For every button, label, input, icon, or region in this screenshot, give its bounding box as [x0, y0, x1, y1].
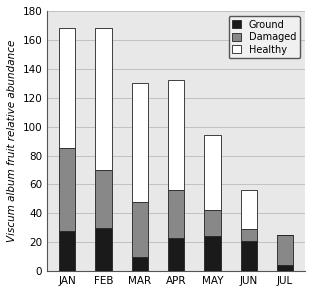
Y-axis label: Viscum album fruit relative abundance: Viscum album fruit relative abundance [7, 40, 17, 242]
Bar [241, 241, 257, 271]
Bar [204, 236, 221, 271]
Bar [95, 170, 112, 228]
Bar [204, 210, 221, 236]
Bar [132, 202, 148, 257]
Bar [204, 135, 221, 210]
Bar [168, 190, 184, 238]
Bar [241, 190, 257, 229]
Bar [277, 265, 293, 271]
Bar [132, 83, 148, 202]
Bar [59, 28, 75, 148]
Bar [241, 229, 257, 241]
Bar [168, 80, 184, 190]
Bar [132, 257, 148, 271]
Bar [168, 238, 184, 271]
Bar [277, 235, 293, 265]
Legend: Ground, Damaged, Healthy: Ground, Damaged, Healthy [228, 16, 300, 58]
Bar [95, 28, 112, 170]
Bar [59, 231, 75, 271]
Bar [95, 228, 112, 271]
Bar [59, 148, 75, 231]
